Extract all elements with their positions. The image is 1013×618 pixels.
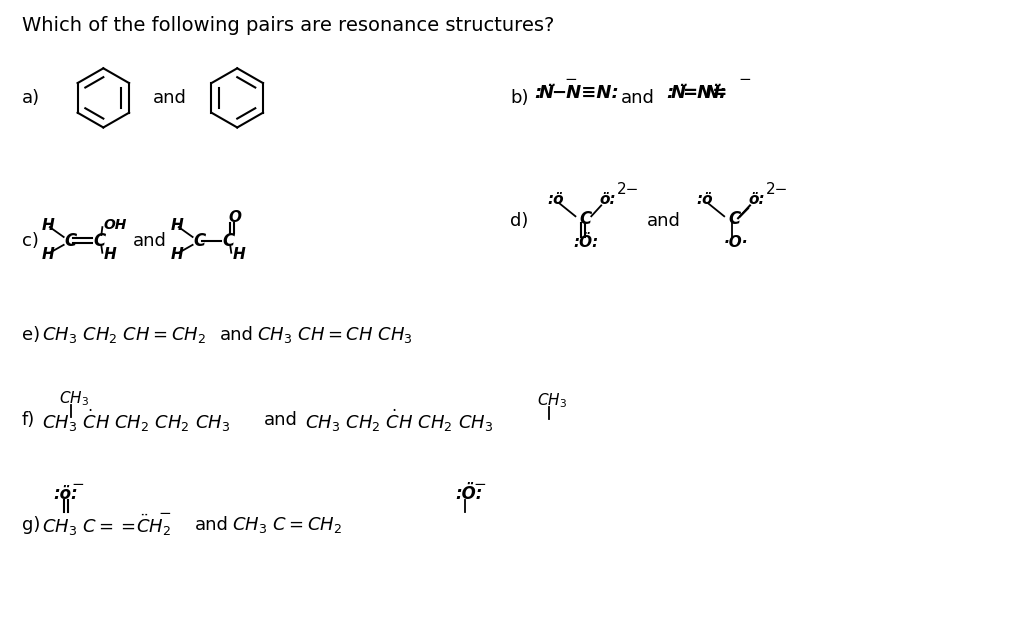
Text: N̈: N̈ [539, 84, 554, 102]
Text: C: C [93, 232, 105, 250]
Text: $\mathit{CH_3\ CH_2\ CH{=}CH_2}$: $\mathit{CH_3\ CH_2\ CH{=}CH_2}$ [42, 324, 206, 345]
Text: H: H [42, 218, 55, 232]
Text: :: : [667, 84, 674, 102]
Text: and: and [153, 89, 186, 107]
Text: H: H [232, 247, 245, 262]
Text: H: H [171, 247, 183, 262]
Text: −N≡N:: −N≡N: [551, 84, 618, 102]
Text: H: H [42, 247, 55, 262]
Text: and: and [647, 212, 681, 230]
Text: :: : [535, 84, 542, 102]
Text: and: and [133, 232, 167, 250]
Text: Which of the following pairs are resonance structures?: Which of the following pairs are resonan… [22, 16, 554, 35]
Text: C: C [579, 210, 592, 228]
Text: :ö: :ö [548, 192, 564, 207]
Text: −: − [564, 72, 577, 87]
Text: N̈: N̈ [671, 84, 686, 102]
Text: −: − [72, 477, 84, 492]
Text: O: O [228, 210, 241, 225]
Text: 2−: 2− [766, 182, 788, 197]
Text: H: H [103, 247, 116, 262]
Text: ·O·: ·O· [724, 235, 749, 250]
Text: g): g) [22, 516, 41, 534]
Text: :ö: :ö [696, 192, 713, 207]
Text: d): d) [510, 212, 529, 230]
Text: ö:: ö: [600, 192, 616, 207]
Text: −: − [473, 477, 486, 492]
Text: C: C [65, 232, 77, 250]
Text: C: C [193, 232, 206, 250]
Text: and: and [194, 516, 229, 534]
Text: $\mathit{CH_3\ \dot{C}H\ CH_2\ CH_2\ CH_3}$: $\mathit{CH_3\ \dot{C}H\ CH_2\ CH_2\ CH_… [42, 407, 230, 434]
Text: and: and [621, 89, 655, 107]
Text: $\mathit{CH_3\ C{=}CH_2}$: $\mathit{CH_3\ C{=}CH_2}$ [232, 515, 342, 535]
Text: $\mathit{CH_3}$: $\mathit{CH_3}$ [59, 389, 89, 408]
Text: C: C [728, 210, 741, 228]
Text: c): c) [22, 232, 38, 250]
Text: ö:: ö: [748, 192, 765, 207]
Text: :ö:: :ö: [54, 486, 78, 504]
Text: $\mathit{CH_3}$: $\mathit{CH_3}$ [537, 391, 566, 410]
Text: $\mathit{CH_3\ C{=}{=}\!\ddot{C}H_2}$: $\mathit{CH_3\ C{=}{=}\!\ddot{C}H_2}$ [42, 512, 171, 538]
Text: $\mathit{CH_3\ CH_2\ \dot{C}H\ CH_2\ CH_3}$: $\mathit{CH_3\ CH_2\ \dot{C}H\ CH_2\ CH_… [305, 407, 493, 434]
Text: :Ö:: :Ö: [456, 486, 483, 504]
Text: a): a) [22, 89, 41, 107]
Text: =N=: =N= [683, 84, 728, 102]
Text: e): e) [22, 326, 41, 344]
Text: $\mathit{CH_3\ CH{=}CH\ CH_3}$: $\mathit{CH_3\ CH{=}CH\ CH_3}$ [257, 324, 412, 345]
Text: 2−: 2− [617, 182, 639, 197]
Text: OH: OH [103, 218, 127, 232]
Text: :Ö:: :Ö: [573, 235, 599, 250]
Text: and: and [264, 412, 298, 430]
Text: H: H [171, 218, 183, 232]
Text: −: − [158, 506, 170, 521]
Text: N̈:: N̈: [704, 84, 726, 102]
Text: f): f) [22, 412, 35, 430]
Text: C: C [223, 232, 235, 250]
Text: and: and [221, 326, 254, 344]
Text: −: − [738, 72, 751, 87]
Text: b): b) [510, 89, 529, 107]
